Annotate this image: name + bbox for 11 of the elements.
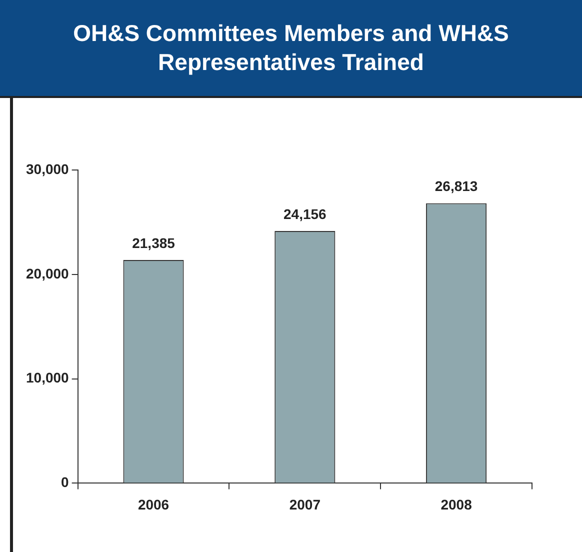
data-label: 26,813	[434, 178, 478, 194]
data-label: 24,156	[283, 206, 327, 222]
y-tick-label: 20,000	[26, 265, 70, 282]
data-label: 21,385	[132, 234, 176, 251]
x-tick-label: 2008	[440, 496, 472, 512]
y-tick-label: 10,000	[26, 370, 70, 386]
x-tick-label: 2007	[289, 496, 321, 512]
y-tick-label: 0	[61, 474, 70, 490]
chart-title: OH&S Committees Members and WH&S Representatives Trained	[0, 0, 582, 98]
y-tick-label: 30,000	[26, 160, 70, 177]
x-tick-label: 2006	[138, 496, 170, 512]
